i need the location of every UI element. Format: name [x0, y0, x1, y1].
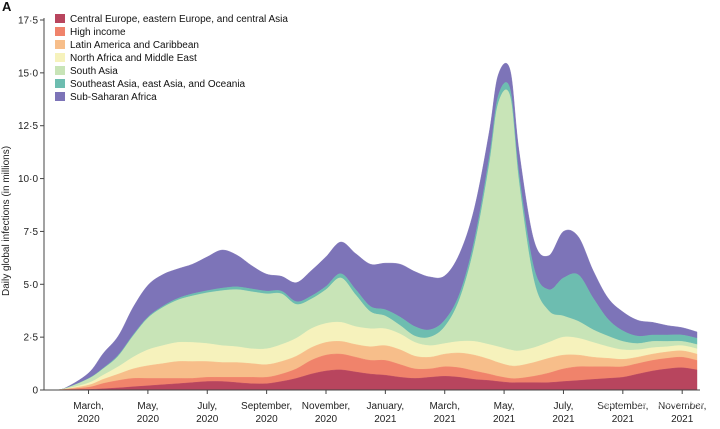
x-tick-label-year: 2020 [196, 414, 219, 425]
watermark: 知乎 @InfoXMed [598, 393, 712, 410]
x-tick-label-year: 2021 [374, 414, 397, 425]
y-tick-label: 10·0 [18, 174, 38, 185]
x-tick-label-month: November, [658, 401, 706, 412]
x-tick-label-year: 2020 [255, 414, 278, 425]
panel-label: A [2, 0, 12, 14]
legend-swatch [55, 53, 65, 62]
legend-label: Sub-Saharan Africa [70, 92, 157, 103]
area-series-group [52, 62, 698, 391]
x-tick-label-year: 2021 [493, 414, 516, 425]
legend-label: South Asia [70, 66, 118, 77]
x-tick-label-year: 2020 [315, 414, 338, 425]
x-tick-label-month: May, [494, 401, 515, 412]
x-tick-label-year: 2021 [434, 414, 457, 425]
y-tick-label: 2·5 [24, 333, 39, 344]
legend-swatch [55, 27, 65, 36]
legend-label: Latin America and Caribbean [70, 40, 199, 51]
legend-label: Central Europe, eastern Europe, and cent… [70, 14, 288, 25]
x-tick-label-month: November, [302, 401, 350, 412]
legend-swatch [55, 14, 65, 23]
legend-label: Southeast Asia, east Asia, and Oceania [70, 79, 246, 90]
y-tick-label: 17·5 [18, 16, 38, 27]
x-tick-label-year: 2021 [612, 414, 635, 425]
y-axis: 0 2·5 5·0 7·5 10·0 12·5 15·0 17·5 [18, 16, 45, 397]
legend: Central Europe, eastern Europe, and cent… [55, 14, 288, 103]
x-tick-label-year: 2020 [137, 414, 160, 425]
y-tick-label: 5·0 [24, 280, 39, 291]
x-tick-label-month: July, [197, 401, 217, 412]
x-tick-label-month: January, [367, 401, 405, 412]
y-tick-label: 15·0 [18, 68, 38, 79]
y-axis-title: Daily global infections (in millions) [1, 146, 12, 296]
x-axis: March, 2020 May, 2020 July, 2020 September, 202… [44, 389, 706, 425]
x-tick-label-month: September, [241, 401, 292, 412]
x-tick-label-month: May, [137, 401, 158, 412]
y-tick-label: 12·5 [18, 121, 38, 132]
y-tick-label: 0 [32, 386, 38, 397]
legend-swatch [55, 40, 65, 49]
x-tick-label-month: March, [429, 401, 460, 412]
x-tick-label-month: March, [73, 401, 104, 412]
x-tick-label-month: September, [597, 401, 648, 412]
legend-swatch [55, 79, 65, 88]
legend-label: North Africa and Middle East [70, 53, 197, 64]
legend-label: High income [70, 27, 126, 38]
y-tick-label: 7·5 [24, 227, 39, 238]
legend-swatch [55, 66, 65, 75]
x-tick-label-month: July, [554, 401, 574, 412]
x-tick-label-year: 2020 [77, 414, 100, 425]
x-tick-label-year: 2021 [671, 414, 694, 425]
x-tick-label-year: 2021 [552, 414, 575, 425]
legend-swatch [55, 92, 65, 101]
